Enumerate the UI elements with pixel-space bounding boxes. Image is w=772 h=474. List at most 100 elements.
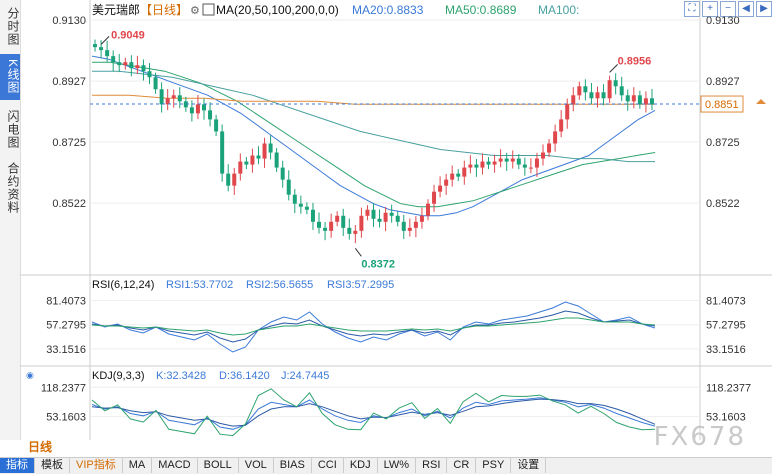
price-tick-right: 0.9130 <box>706 15 740 27</box>
candle-body <box>214 119 219 132</box>
period-label[interactable]: 【日线】 <box>140 3 188 17</box>
plus-icon[interactable]: + <box>702 1 718 17</box>
toolbar-item-2[interactable]: VIP指标 <box>70 458 123 473</box>
toolbar-item-1[interactable]: 模板 <box>35 458 70 473</box>
left-sidebar: 分时图 K线图 闪电图 合约资料 <box>0 0 21 440</box>
candle-body <box>637 95 642 105</box>
ma-toggle-icon[interactable] <box>202 3 215 16</box>
toolbar-item-9[interactable]: KDJ <box>344 458 378 473</box>
candle-body <box>444 179 449 186</box>
rsi-tick-right: 81.4073 <box>706 296 746 308</box>
candle-body <box>159 89 164 105</box>
toolbar-item-7[interactable]: BIAS <box>274 458 312 473</box>
symbol-name: 美元瑞郎 <box>92 3 140 17</box>
kdj-line-1 <box>91 397 656 430</box>
candle-body <box>153 77 158 90</box>
kdj-tick-right: 118.2377 <box>706 382 751 394</box>
candle-body <box>232 173 237 186</box>
candle-body <box>135 65 140 69</box>
rsi-tick-left: 33.1516 <box>46 344 86 356</box>
high-left-pointer <box>100 36 110 45</box>
candle-body <box>528 167 533 169</box>
candle-body <box>625 95 630 102</box>
minus-icon[interactable]: − <box>720 1 736 17</box>
rsi2-value: RSI2:56.5655 <box>246 279 313 291</box>
candle-body <box>474 164 479 168</box>
candle-body <box>583 86 588 93</box>
kdj-eye-icon[interactable]: ◉ <box>26 370 34 380</box>
price-tick-left: 0.8522 <box>52 198 86 210</box>
settings-icon[interactable]: ⚙ <box>190 5 200 17</box>
ma200-line <box>92 94 655 105</box>
candle-body <box>450 173 455 180</box>
tab-timeshare[interactable]: 分时图 <box>6 6 20 46</box>
candle-body <box>220 131 225 174</box>
low-label: 0.8372 <box>361 258 395 270</box>
toolbar-item-4[interactable]: MACD <box>152 458 198 473</box>
price-tick-left: 0.8927 <box>52 76 86 88</box>
kdj-panel: 118.2377 118.2377 53.1603 53.1603 <box>41 382 751 437</box>
candle-body <box>607 80 612 99</box>
price-tick-right: 0.8927 <box>706 76 740 88</box>
toolbar-item-14[interactable]: 设置 <box>511 458 547 473</box>
tab-lightning[interactable]: 闪电图 <box>6 109 20 149</box>
candle-body <box>317 221 322 228</box>
candle-body <box>577 86 582 96</box>
tab-contract-info[interactable]: 合约资料 <box>6 162 20 214</box>
left-icon[interactable]: ◀ <box>738 1 754 17</box>
candle-body <box>559 119 564 132</box>
ma100-line <box>92 70 655 163</box>
ma20-value: MA20:0.8833 <box>352 3 424 17</box>
low-pointer <box>354 248 362 257</box>
toolbar-item-10[interactable]: LW% <box>378 458 417 473</box>
toolbar-item-12[interactable]: CR <box>447 458 477 473</box>
high-right-pointer <box>609 64 618 73</box>
candle-body <box>105 50 110 57</box>
candle-body <box>304 206 309 210</box>
toolbar-item-0[interactable]: 指标 <box>0 458 35 473</box>
candle-body <box>323 227 328 231</box>
tab-kline[interactable]: K线图 <box>0 54 20 100</box>
candle-body <box>292 194 297 204</box>
rsi-tick-right: 57.2795 <box>706 320 746 332</box>
candle-body <box>195 104 200 114</box>
price-tick-right: 0.8522 <box>706 198 740 210</box>
candle-body <box>438 185 443 192</box>
candle-body <box>141 65 146 72</box>
candle-body <box>522 164 527 168</box>
candle-body <box>407 227 412 231</box>
candle-body <box>250 155 255 165</box>
kdj-label: KDJ(9,3,3) <box>92 370 145 382</box>
candlesticks <box>93 39 654 244</box>
rsi-label: RSI(6,12,24) <box>92 279 154 291</box>
candle-body <box>177 95 182 102</box>
toolbar-item-5[interactable]: BOLL <box>198 458 239 473</box>
candle-body <box>226 173 231 186</box>
candle-body <box>268 143 273 153</box>
candle-body <box>643 98 648 105</box>
ma100-value: MA100: <box>538 3 579 17</box>
indicator-toolbar: 指标 模板 VIP指标 MA MACD BOLL VOL BIAS CCI KDJ LW% RSI CR… <box>0 457 772 474</box>
ma50-line <box>92 61 656 208</box>
candle-body <box>595 92 600 99</box>
high-left-label: 0.9049 <box>111 29 145 41</box>
candle-body <box>389 212 394 216</box>
toolbar-item-13[interactable]: PSY <box>476 458 512 473</box>
candle-body <box>201 104 206 111</box>
candle-body <box>244 161 249 165</box>
right-icon[interactable]: ▶ <box>756 1 772 17</box>
toolbar-item-6[interactable]: VOL <box>239 458 274 473</box>
candle-body <box>329 221 334 231</box>
candle-body <box>93 44 98 48</box>
day-tab[interactable]: 日线 <box>28 440 53 454</box>
watermark-logo: FX678 <box>653 422 746 452</box>
candle-body <box>335 215 340 222</box>
toolbar-item-8[interactable]: CCI <box>312 458 344 473</box>
price-tick-left: 0.9130 <box>52 15 86 27</box>
candle-body <box>553 131 558 144</box>
candle-body <box>456 173 461 177</box>
toolbar-item-11[interactable]: RSI <box>416 458 448 473</box>
candle-body <box>341 215 346 228</box>
toolbar-item-3[interactable]: MA <box>123 458 153 473</box>
